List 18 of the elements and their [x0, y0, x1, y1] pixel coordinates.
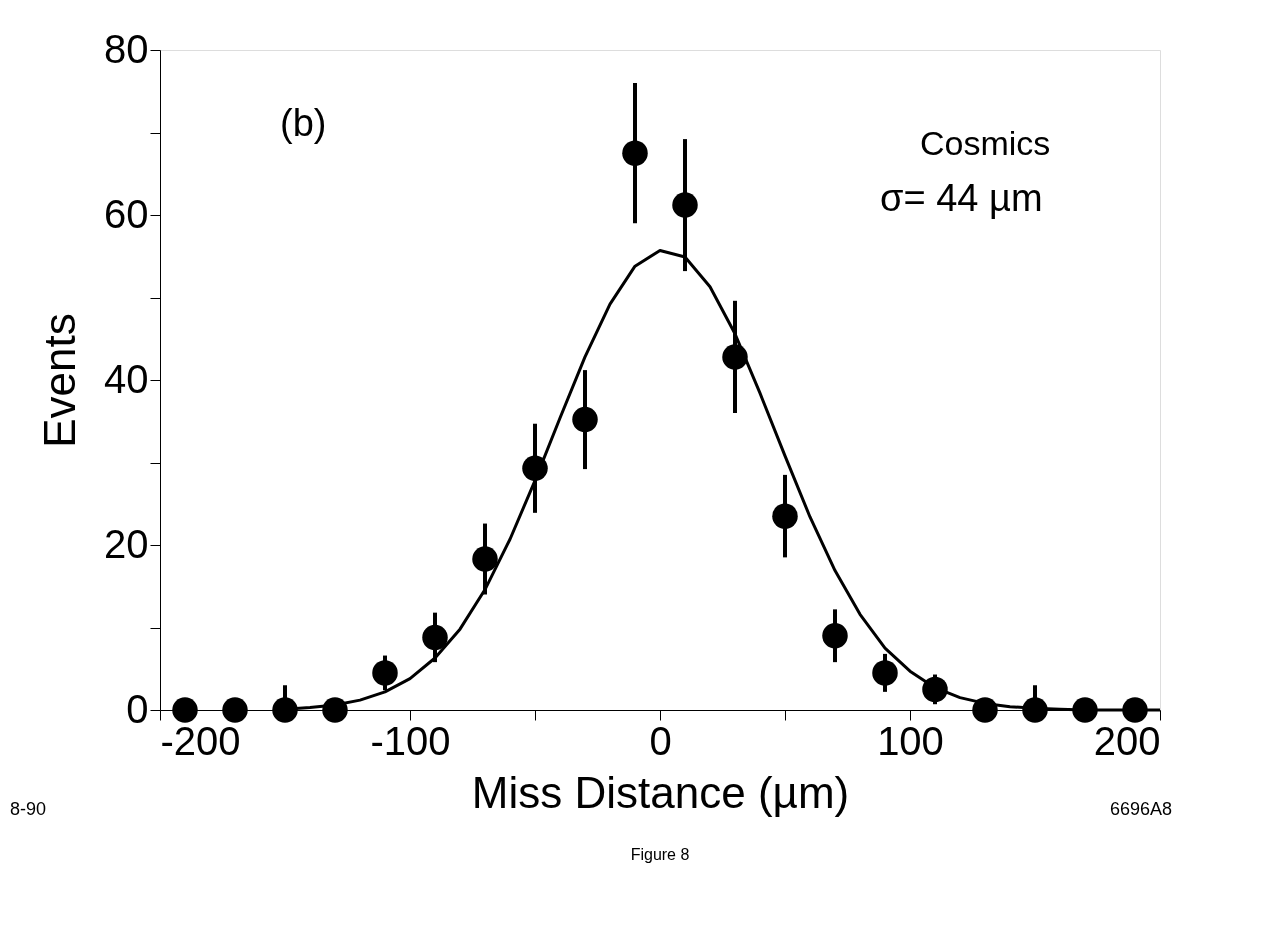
y-tick-label: 40: [104, 356, 149, 401]
x-axis-title: Miss Distance (µm): [471, 767, 850, 817]
y-tick-label: 20: [104, 521, 149, 566]
x-tick-label: 0: [649, 718, 672, 763]
annotation: Cosmics: [920, 124, 1051, 162]
annotation: (b): [280, 102, 327, 144]
x-tick-label: 100: [877, 718, 944, 763]
caption: Figure 8: [630, 846, 690, 863]
annotation: σ= 44 µm: [880, 177, 1043, 219]
y-axis-title: Events: [35, 313, 85, 448]
y-tick-label: 60: [104, 191, 149, 236]
text: 6696A8: [1110, 799, 1173, 819]
text: 8-90: [10, 799, 47, 819]
y-tick-label: 0: [126, 686, 149, 731]
x-tick-label: -200: [160, 718, 241, 763]
y-tick-label: 80: [104, 26, 149, 71]
x-tick-label: -100: [370, 718, 451, 763]
x-tick-label: 200: [1093, 718, 1161, 763]
